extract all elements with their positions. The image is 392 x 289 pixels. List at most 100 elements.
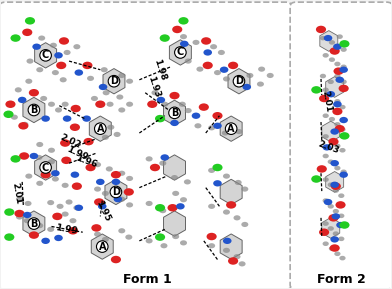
Circle shape: [329, 139, 335, 144]
Circle shape: [208, 125, 215, 130]
Circle shape: [341, 170, 347, 174]
Circle shape: [324, 35, 332, 41]
Circle shape: [24, 218, 31, 223]
Circle shape: [126, 79, 133, 84]
Text: 1.98: 1.98: [152, 58, 168, 82]
Circle shape: [335, 125, 345, 132]
Circle shape: [111, 256, 121, 263]
Circle shape: [112, 179, 120, 185]
Circle shape: [11, 34, 21, 42]
Circle shape: [18, 97, 27, 103]
Circle shape: [107, 125, 114, 130]
Circle shape: [336, 222, 345, 228]
Circle shape: [118, 108, 125, 113]
Circle shape: [23, 212, 31, 218]
Circle shape: [56, 204, 64, 209]
Circle shape: [241, 186, 249, 192]
Circle shape: [223, 238, 232, 244]
Circle shape: [47, 200, 54, 205]
Text: 1.99: 1.99: [65, 145, 89, 162]
Circle shape: [323, 241, 329, 246]
Circle shape: [267, 73, 274, 78]
Circle shape: [339, 132, 350, 140]
Circle shape: [15, 210, 25, 217]
Polygon shape: [103, 68, 125, 94]
Circle shape: [223, 248, 230, 253]
Circle shape: [203, 62, 213, 69]
Polygon shape: [220, 234, 242, 259]
Circle shape: [40, 171, 51, 178]
Circle shape: [155, 204, 165, 212]
Circle shape: [101, 67, 108, 72]
Circle shape: [94, 232, 101, 237]
Circle shape: [334, 99, 341, 104]
Circle shape: [218, 50, 225, 55]
Polygon shape: [89, 116, 111, 141]
Polygon shape: [326, 77, 344, 97]
Circle shape: [330, 47, 340, 55]
Polygon shape: [169, 40, 191, 65]
Circle shape: [172, 234, 179, 239]
Circle shape: [317, 165, 327, 173]
Circle shape: [323, 198, 329, 203]
Circle shape: [52, 70, 59, 75]
Circle shape: [179, 102, 186, 107]
Circle shape: [333, 209, 339, 214]
Circle shape: [48, 102, 55, 107]
Circle shape: [159, 161, 166, 166]
Circle shape: [319, 229, 329, 236]
Circle shape: [74, 205, 83, 211]
Circle shape: [339, 256, 346, 260]
Circle shape: [55, 108, 62, 113]
Circle shape: [243, 84, 251, 90]
Circle shape: [334, 67, 344, 75]
Circle shape: [236, 129, 243, 134]
Circle shape: [208, 204, 215, 209]
Circle shape: [226, 201, 236, 209]
Text: Form 2: Form 2: [317, 273, 366, 286]
Circle shape: [29, 89, 39, 97]
Circle shape: [320, 36, 326, 40]
Circle shape: [22, 122, 29, 127]
Circle shape: [94, 162, 101, 167]
Circle shape: [228, 257, 238, 265]
Text: B: B: [30, 105, 38, 115]
Circle shape: [87, 76, 94, 81]
Text: D: D: [235, 76, 243, 86]
Circle shape: [339, 117, 348, 123]
Circle shape: [331, 182, 341, 190]
Circle shape: [29, 231, 39, 239]
Circle shape: [171, 175, 178, 180]
Circle shape: [203, 49, 212, 55]
Circle shape: [235, 180, 242, 185]
Text: 2.01: 2.01: [11, 182, 24, 205]
Text: C: C: [42, 162, 49, 173]
Circle shape: [311, 175, 321, 183]
FancyBboxPatch shape: [0, 2, 292, 289]
Circle shape: [103, 90, 110, 95]
Circle shape: [213, 123, 222, 129]
Circle shape: [27, 58, 33, 64]
Circle shape: [155, 115, 165, 122]
Text: 1.93: 1.93: [146, 75, 162, 99]
Circle shape: [99, 84, 107, 90]
Circle shape: [48, 148, 55, 153]
Circle shape: [47, 227, 54, 232]
Circle shape: [15, 87, 22, 92]
Circle shape: [68, 227, 78, 234]
Circle shape: [184, 179, 191, 184]
Circle shape: [239, 261, 246, 266]
Circle shape: [69, 218, 76, 223]
Circle shape: [22, 29, 32, 36]
Circle shape: [333, 44, 342, 50]
Circle shape: [106, 166, 113, 172]
Circle shape: [18, 122, 29, 129]
Circle shape: [339, 148, 346, 153]
Circle shape: [323, 134, 329, 139]
Circle shape: [332, 213, 340, 220]
Circle shape: [212, 164, 223, 171]
Circle shape: [223, 210, 230, 215]
Circle shape: [328, 79, 334, 84]
Circle shape: [220, 66, 229, 73]
Circle shape: [334, 166, 341, 171]
